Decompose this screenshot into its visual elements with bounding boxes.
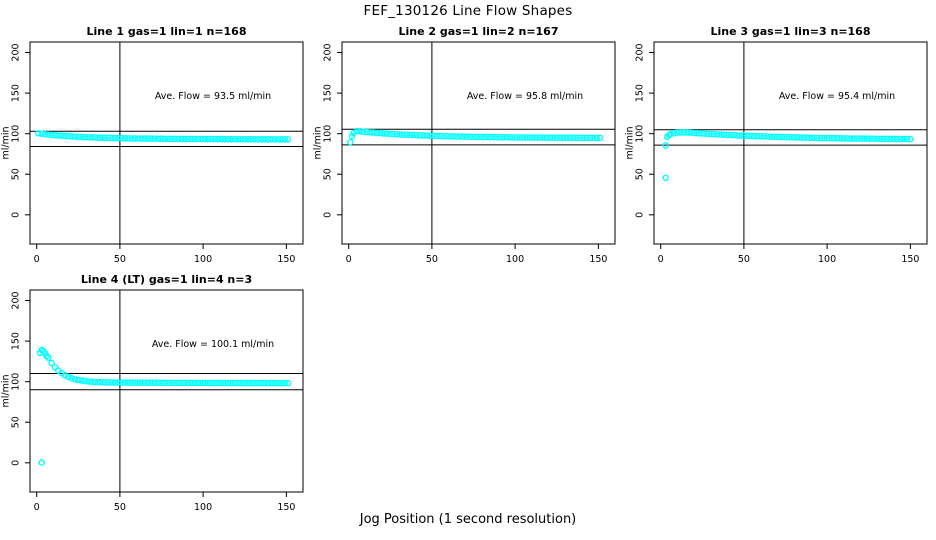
panel-plot: Line 4 (LT) gas=1 lin=4 n=3 0 50 100 150 0 50 1…	[1, 273, 304, 513]
data-points	[36, 346, 292, 466]
svg-text:0: 0	[34, 254, 40, 265]
data-points	[662, 129, 914, 182]
y-axis-label: ml/min	[1, 126, 12, 159]
panel-title: Line 2 gas=1 lin=2 n=167	[398, 25, 558, 38]
svg-text:0: 0	[11, 212, 22, 218]
svg-text:200: 200	[323, 43, 334, 61]
y-axis-label: ml/min	[625, 126, 636, 159]
x-axis: 0 50 100 150	[658, 244, 919, 265]
panel-plot: Line 3 gas=1 lin=3 n=168 0 50 100 150 0 50 100 1…	[625, 25, 928, 265]
figure-title: FEF_130126 Line Flow Shapes	[363, 3, 573, 19]
svg-text:150: 150	[11, 332, 22, 350]
x-axis: 0 50 100 150	[34, 244, 295, 265]
plot-box	[29, 289, 304, 493]
svg-text:0: 0	[346, 254, 352, 265]
svg-text:150: 150	[277, 254, 295, 265]
x-axis: 0 50 100 150	[34, 492, 295, 513]
svg-text:150: 150	[11, 84, 22, 102]
reference-lines	[30, 42, 303, 244]
svg-text:50: 50	[114, 254, 126, 265]
svg-text:200: 200	[11, 43, 22, 61]
ave-flow-annotation: Ave. Flow = 93.5 ml/min	[155, 91, 271, 102]
svg-text:100: 100	[194, 254, 212, 265]
svg-text:100: 100	[635, 125, 646, 143]
plot-box	[29, 41, 304, 245]
x-axis-label: Jog Position (1 second resolution)	[359, 512, 577, 527]
plot-box	[341, 41, 616, 245]
svg-text:150: 150	[323, 84, 334, 102]
ave-flow-annotation: Ave. Flow = 100.1 ml/min	[152, 339, 274, 350]
y-axis-label: ml/min	[313, 126, 324, 159]
svg-text:50: 50	[11, 168, 22, 180]
reference-lines	[654, 42, 927, 244]
panel-plot: Line 1 gas=1 lin=1 n=168 0 50 100 150 0 50 100 1…	[1, 25, 304, 265]
svg-text:150: 150	[901, 254, 919, 265]
data-points	[35, 130, 292, 143]
svg-text:0: 0	[323, 212, 334, 218]
svg-text:50: 50	[738, 254, 750, 265]
svg-text:200: 200	[11, 291, 22, 309]
svg-text:0: 0	[658, 254, 664, 265]
svg-text:100: 100	[506, 254, 524, 265]
svg-text:50: 50	[635, 168, 646, 180]
y-axis-label: ml/min	[1, 374, 12, 407]
y-axis: 0 50 100 150 200 ml/min	[313, 43, 342, 218]
svg-text:50: 50	[11, 416, 22, 428]
svg-text:0: 0	[34, 502, 40, 513]
panel-title: Line 1 gas=1 lin=1 n=168	[86, 25, 246, 38]
svg-text:100: 100	[11, 125, 22, 143]
panel-title: Line 4 (LT) gas=1 lin=4 n=3	[81, 273, 252, 286]
svg-text:50: 50	[114, 502, 126, 513]
y-axis: 0 50 100 150 200 ml/min	[1, 43, 30, 218]
panel-line-2: Line 2 gas=1 lin=2 n=167 0 50 100 150 0 50 100 1…	[312, 22, 624, 272]
svg-text:150: 150	[589, 254, 607, 265]
reference-lines	[30, 290, 303, 492]
svg-text:100: 100	[323, 125, 334, 143]
svg-text:100: 100	[818, 254, 836, 265]
panel-line-3: Line 3 gas=1 lin=3 n=168 0 50 100 150 0 50 100 1…	[624, 22, 936, 272]
panel-plot: Line 2 gas=1 lin=2 n=167 0 50 100 150 0 50 100 1…	[313, 25, 616, 265]
ave-flow-annotation: Ave. Flow = 95.4 ml/min	[779, 91, 895, 102]
reference-lines	[342, 42, 615, 244]
svg-text:150: 150	[277, 502, 295, 513]
svg-text:50: 50	[426, 254, 438, 265]
svg-text:200: 200	[635, 43, 646, 61]
data-points	[347, 127, 604, 146]
svg-text:0: 0	[635, 212, 646, 218]
plot-box	[653, 41, 928, 245]
svg-text:150: 150	[635, 84, 646, 102]
svg-text:100: 100	[11, 373, 22, 391]
panel-line-1: Line 1 gas=1 lin=1 n=168 0 50 100 150 0 50 100 1…	[0, 22, 312, 272]
panel-line-4: Line 4 (LT) gas=1 lin=4 n=3 0 50 100 150 0 50 1…	[0, 270, 312, 520]
svg-text:100: 100	[194, 502, 212, 513]
x-axis: 0 50 100 150	[346, 244, 607, 265]
svg-text:50: 50	[323, 168, 334, 180]
y-axis: 0 50 100 150 200 ml/min	[625, 43, 654, 218]
ave-flow-annotation: Ave. Flow = 95.8 ml/min	[467, 91, 583, 102]
svg-text:0: 0	[11, 460, 22, 466]
y-axis: 0 50 100 150 200 ml/min	[1, 291, 30, 466]
panel-title: Line 3 gas=1 lin=3 n=168	[710, 25, 870, 38]
